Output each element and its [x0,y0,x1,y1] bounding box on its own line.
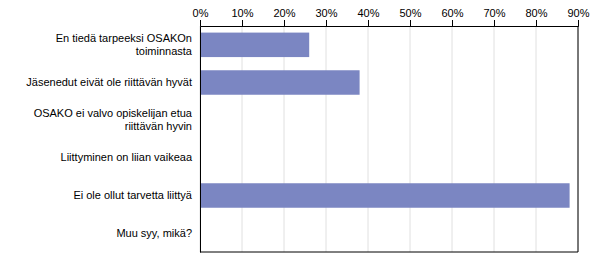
axis-line [201,20,579,27]
tick-mark [410,20,411,26]
tick-mark [536,20,537,26]
tick-label: En tiedä tarpeeksi OSAKOntoiminnasta [56,32,193,57]
x-axis: 0% 10% 20% 30% 40% 50% 60% 70% 80% 90% [193,7,590,27]
tick-label: 40% [357,7,379,19]
plot: 0% 10% 20% 30% 40% 50% 60% 70% 80% 90% Muu syy, mi… [26,7,589,253]
x-tick: 70% [483,7,505,26]
tick-mark [326,20,327,26]
tick-mark [242,20,243,26]
tick-label: Muu syy, mikä? [116,227,192,239]
tick-label: 80% [525,7,547,19]
y-axis: Muu syy, mikä? Ei ole ollut tarvetta liit… [26,27,200,253]
grid [200,26,578,252]
grid-line [284,26,285,252]
bar [200,183,570,207]
grid-line [242,26,243,252]
grid-line [494,26,495,252]
frame [578,26,579,252]
tick-label: 10% [231,7,253,19]
tick-label: 30% [315,7,337,19]
x-tick: 50% [399,7,421,26]
tick-label: 60% [441,7,463,19]
x-tick: 20% [273,7,295,26]
bar [200,70,360,94]
y-tick: Liittyminen on liian vaikeaa [61,151,200,163]
y-tick: En tiedä tarpeeksi OSAKOntoiminnasta [56,32,200,57]
tick-label: 90% [567,7,589,19]
tick-label: 20% [273,7,295,19]
x-tick: 0% [193,7,209,26]
chart: 0% 10% 20% 30% 40% 50% 60% 70% 80% 90% Muu syy, mi… [0,0,600,262]
grid-line [200,26,201,252]
tick-label: OSAKO ei valvo opiskelijan etuariittävän… [34,107,193,132]
x-tick: 30% [315,7,337,26]
tick-label: 70% [483,7,505,19]
y-tick: OSAKO ei valvo opiskelijan etuariittävän… [34,107,200,132]
tick-label: Jäsenedut eivät ole riittävän hyvät [26,76,192,88]
bar [200,33,309,57]
tick-mark [452,20,453,26]
y-tick: Muu syy, mikä? [116,227,200,239]
x-tick: 40% [357,7,379,26]
grid-line [536,26,537,252]
grid-line [410,26,411,252]
grid-line [452,26,453,252]
grid-line [326,26,327,252]
grid-line [578,26,579,252]
axis-line [200,27,201,253]
frame [200,252,578,253]
grid-line [368,26,369,252]
tick-label: Liittyminen on liian vaikeaa [61,151,193,163]
tick-label: 50% [399,7,421,19]
tick-label: 0% [193,7,209,19]
x-tick: 80% [525,7,547,26]
tick-mark [200,20,201,26]
bars [200,33,570,208]
x-tick: 10% [231,7,253,26]
tick-mark [494,20,495,26]
x-tick: 90% [567,7,589,26]
tick-label: Ei ole ollut tarvetta liittyä [73,189,192,201]
y-tick: Ei ole ollut tarvetta liittyä [73,189,200,201]
x-tick: 60% [441,7,463,26]
y-tick: Jäsenedut eivät ole riittävän hyvät [26,76,200,88]
tick-mark [284,20,285,26]
tick-mark [368,20,369,26]
tick-mark [578,20,579,26]
